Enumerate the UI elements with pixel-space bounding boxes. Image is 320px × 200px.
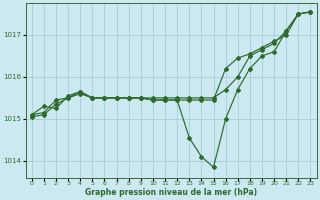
X-axis label: Graphe pression niveau de la mer (hPa): Graphe pression niveau de la mer (hPa) <box>85 188 257 197</box>
